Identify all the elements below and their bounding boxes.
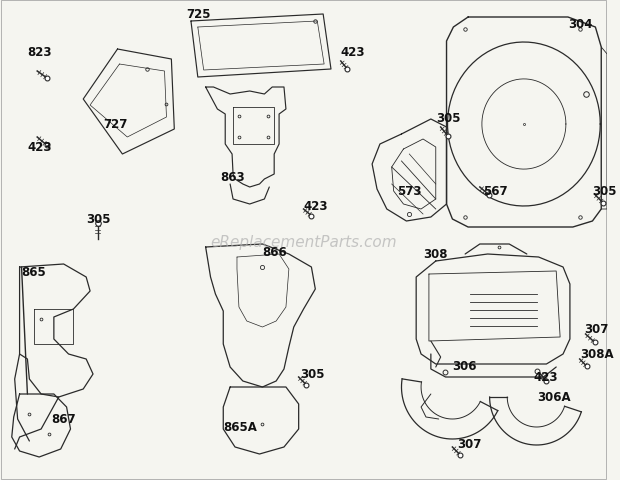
Text: 867: 867 [51, 413, 76, 426]
Text: 307: 307 [585, 323, 609, 336]
Text: 423: 423 [27, 141, 52, 154]
Text: 725: 725 [186, 9, 211, 22]
Text: 306: 306 [453, 360, 477, 373]
Text: 305: 305 [593, 185, 617, 198]
Text: 865: 865 [22, 266, 46, 279]
Text: 308A: 308A [580, 348, 613, 361]
Text: 423: 423 [304, 200, 328, 213]
Text: 865A: 865A [223, 420, 257, 433]
Text: 305: 305 [86, 213, 111, 226]
Text: 866: 866 [262, 246, 287, 259]
Text: 308: 308 [423, 248, 448, 261]
Text: 567: 567 [483, 185, 507, 198]
Text: 423: 423 [341, 46, 365, 59]
Text: eReplacementParts.com: eReplacementParts.com [210, 235, 397, 250]
Text: 423: 423 [534, 371, 558, 384]
Text: 573: 573 [397, 185, 421, 198]
Text: 307: 307 [458, 438, 482, 451]
Text: 304: 304 [568, 17, 593, 30]
Text: 863: 863 [220, 171, 245, 184]
Text: 306A: 306A [538, 391, 571, 404]
Text: 823: 823 [27, 46, 52, 59]
Text: 305: 305 [436, 111, 460, 124]
Text: 305: 305 [301, 368, 325, 381]
Text: 727: 727 [103, 118, 127, 131]
